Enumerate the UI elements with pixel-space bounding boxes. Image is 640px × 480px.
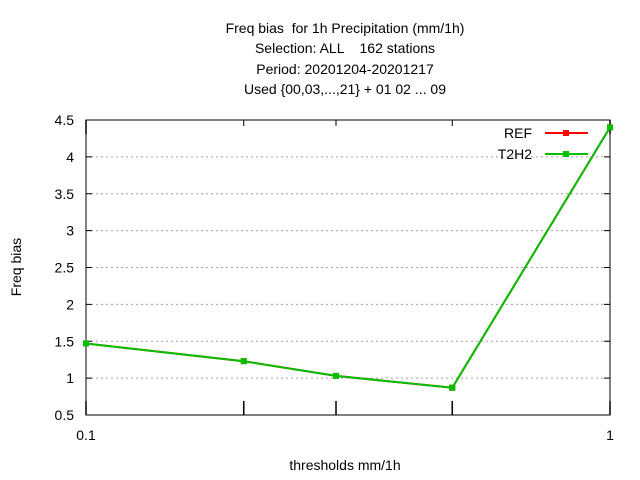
y-tick-label: 4 — [66, 149, 74, 165]
y-tick-label: 3.5 — [55, 186, 75, 202]
y-axis-label: Freq bias — [8, 237, 24, 297]
chart-title-line-4: Used {00,03,...,21} + 01 02 ... 09 — [244, 81, 446, 97]
series-line-t2h2 — [85, 126, 611, 389]
y-tick-label: 2 — [66, 296, 74, 312]
series-t2h2 — [83, 124, 613, 391]
grid-lines — [86, 156, 610, 379]
legend-label-ref: REF — [504, 125, 532, 141]
series-group — [83, 124, 613, 391]
chart-title-line-1: Freq bias for 1h Precipitation (mm/1h) — [225, 20, 465, 36]
x-tick-label: 1 — [606, 427, 614, 443]
series-ref — [83, 124, 613, 391]
y-tick-label: 2.5 — [55, 260, 75, 276]
data-point-t2h2 — [607, 124, 613, 131]
legend-marker-t2h2 — [563, 151, 569, 157]
y-tick-label: 4.5 — [55, 112, 75, 128]
chart-title-line-2: Selection: ALL 162 stations — [254, 40, 436, 56]
legend-marker-ref — [563, 130, 569, 136]
y-tick-label: 3 — [66, 223, 74, 239]
y-tick-label: 0.5 — [55, 407, 75, 423]
data-point-t2h2 — [333, 372, 340, 379]
y-tick-label: 1 — [66, 370, 74, 386]
x-tick-label: 0.1 — [76, 427, 96, 443]
data-point-t2h2 — [240, 358, 247, 365]
axis-ticks — [85, 119, 611, 416]
x-axis-label: thresholds mm/1h — [289, 457, 401, 473]
x-tick-labels: 0.1 1 — [76, 427, 614, 443]
data-point-t2h2 — [83, 340, 89, 347]
legend: REF T2H2 — [498, 125, 588, 162]
data-point-t2h2 — [449, 384, 456, 391]
chart-title-line-3: Period: 20201204-20201217 — [256, 61, 434, 77]
y-tick-labels: 0.5 1 1.5 2 2.5 3 3.5 4 4.5 — [55, 112, 75, 423]
legend-label-t2h2: T2H2 — [498, 146, 532, 162]
y-tick-label: 1.5 — [55, 333, 75, 349]
